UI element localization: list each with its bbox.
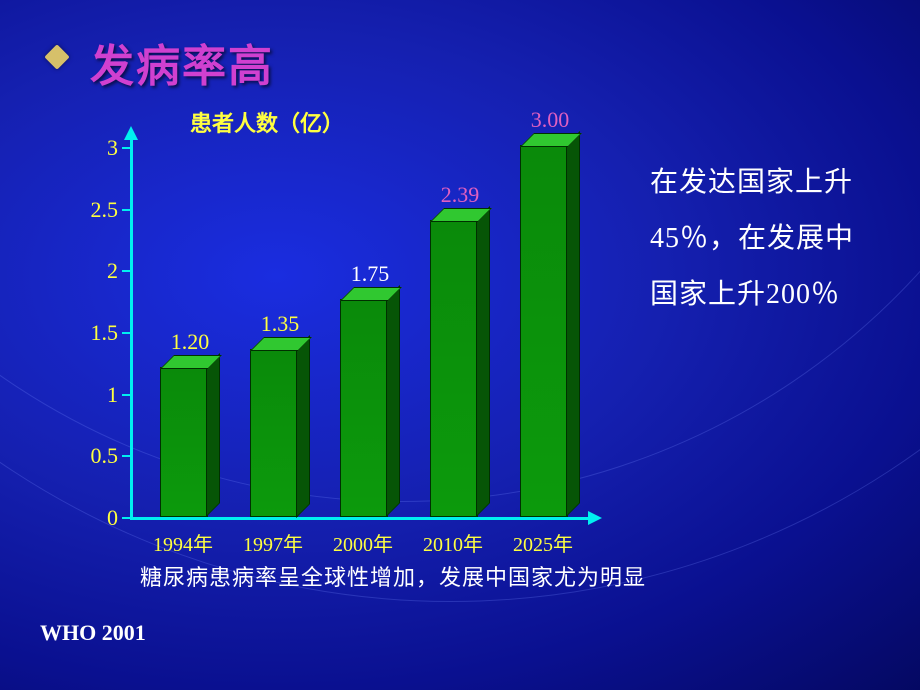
y-tick [122, 455, 130, 457]
y-tick [122, 394, 130, 396]
bar: 1.75 [340, 301, 386, 517]
x-axis [130, 517, 590, 520]
y-tick-label: 1.5 [58, 320, 118, 346]
bar-value-label: 1.35 [240, 311, 320, 337]
slide-title: 发病率高 [90, 30, 274, 94]
y-tick [122, 147, 130, 149]
bar-value-label: 1.75 [330, 261, 410, 287]
bar: 3.00 [520, 147, 566, 517]
x-tick-label: 2025年 [498, 528, 588, 557]
y-tick-label: 2.5 [58, 197, 118, 223]
title-bullet-icon [44, 44, 69, 69]
y-tick-label: 0 [58, 505, 118, 531]
bar: 1.20 [160, 369, 206, 517]
y-tick [122, 270, 130, 272]
y-axis-arrow-icon [124, 126, 138, 140]
x-axis-arrow-icon [588, 511, 602, 525]
x-tick-label: 1997年 [228, 528, 318, 557]
bar: 2.39 [430, 222, 476, 517]
y-tick [122, 517, 130, 519]
y-tick-label: 3 [58, 135, 118, 161]
bar: 1.35 [250, 351, 296, 518]
chart-caption: 糖尿病患病率呈全球性增加，发展中国家尤为明显 [140, 560, 646, 592]
bar-value-label: 3.00 [510, 107, 590, 133]
bar-chart: 患者人数（亿） 00.511.522.53 1.201.351.752.393.… [130, 140, 580, 520]
bar-value-label: 1.20 [150, 329, 230, 355]
x-tick-label: 2010年 [408, 528, 498, 557]
y-tick [122, 332, 130, 334]
y-tick-label: 2 [58, 258, 118, 284]
y-tick [122, 209, 130, 211]
y-axis [130, 140, 133, 520]
y-axis-title: 患者人数（亿） [190, 106, 344, 138]
source-label: WHO 2001 [40, 620, 146, 646]
bar-value-label: 2.39 [420, 182, 500, 208]
y-tick-label: 1 [58, 382, 118, 408]
side-annotation: 在发达国家上升45％，在发展中国家上升200％ [650, 155, 860, 323]
y-tick-label: 0.5 [58, 443, 118, 469]
slide: 发病率高 患者人数（亿） 0 0.5 1 1.5 2 2.5 3 1.20 1.35 1.75 2… [0, 0, 920, 690]
x-tick-label: 2000年 [318, 528, 408, 557]
x-tick-label: 1994年 [138, 528, 228, 557]
